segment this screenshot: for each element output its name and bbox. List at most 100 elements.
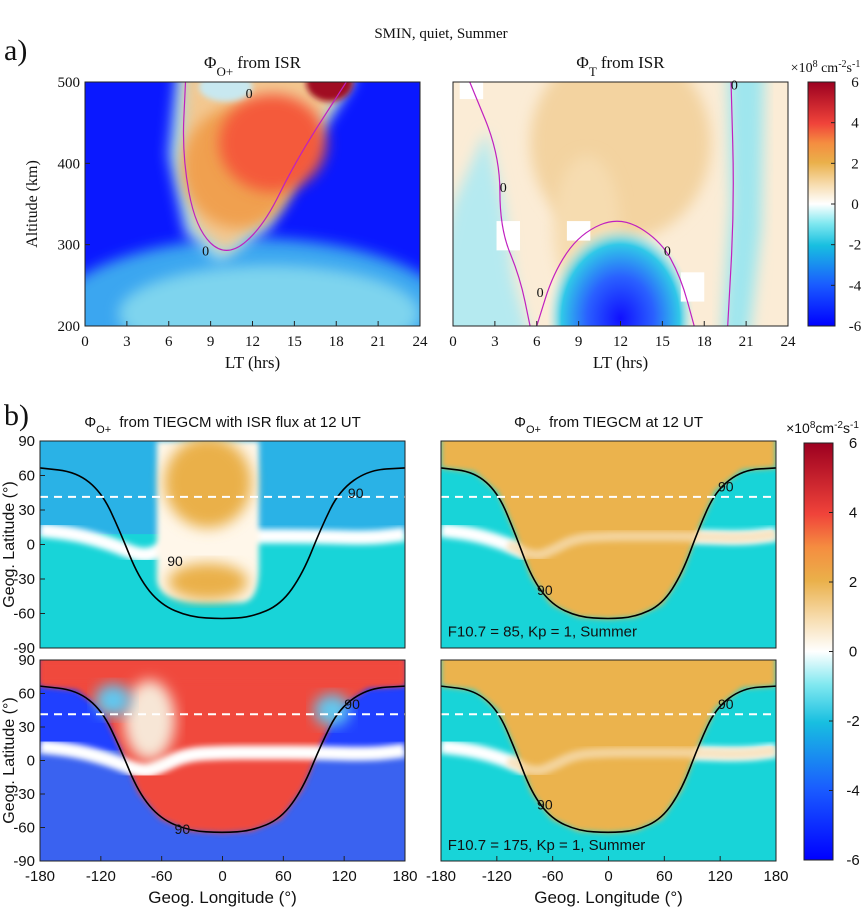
annotation: 0 — [202, 244, 209, 259]
contour — [536, 220, 695, 326]
annotation: 90 — [175, 821, 191, 837]
y-tick-label: 90 — [18, 433, 35, 450]
colorbar — [807, 81, 836, 327]
x-tick-label: 18 — [697, 334, 712, 350]
title-symbol: Φ — [204, 53, 216, 72]
y-tick-label: 0 — [27, 753, 35, 770]
x-tick-label: 12 — [245, 334, 260, 350]
field — [459, 82, 484, 100]
panel: -180 -120 -60 0 60 120 180 -90 -60 -30 0 30 60 90 Geog… — [1, 652, 418, 907]
y-tick-label: 500 — [58, 75, 81, 91]
panel: -180 -120 -60 0 60 120 180 Geog. Longitude (°) 9… — [426, 659, 789, 907]
x-tick-label: 120 — [708, 868, 733, 885]
field — [441, 660, 776, 833]
annotation: 0 — [246, 87, 253, 102]
field — [505, 529, 776, 560]
unit-part: ×10 — [786, 420, 810, 436]
field-layer — [40, 660, 405, 861]
annotation: 90 — [718, 479, 734, 495]
y-tick-label: -90 — [13, 853, 35, 870]
x-tick-label: 15 — [287, 334, 302, 350]
x-tick-label: 120 — [332, 868, 357, 885]
field — [219, 94, 327, 192]
colorbar-tick-label: 4 — [851, 116, 859, 132]
x-tick-label: 12 — [613, 334, 628, 350]
unit-part: -2 — [838, 59, 846, 70]
colorbar-unit: ×108cm-2s-1 — [786, 420, 859, 437]
x-tick-label: 180 — [763, 868, 788, 885]
y-tick-label: -90 — [13, 640, 35, 657]
panel-title: ΦT from ISR — [576, 53, 665, 79]
x-tick-label: 0 — [81, 334, 89, 350]
field — [164, 441, 252, 528]
title-text: from ISR — [237, 53, 301, 72]
colorbar-tick-label: 2 — [851, 156, 859, 172]
x-tick-label: -60 — [151, 868, 173, 885]
y-tick-label: 30 — [18, 719, 35, 736]
field-layer — [441, 441, 776, 648]
x-tick-label: 9 — [575, 334, 583, 350]
colorbar-tick-label: 0 — [851, 197, 859, 213]
colorbar-tick-label: 6 — [851, 75, 859, 91]
title-symbol: Φ — [514, 414, 526, 431]
unit-part: ×10 — [791, 61, 813, 76]
panel: 0 3 6 9 12 15 18 21 24 ΦT from ISR LT (hrs) 0 0 0 0 — [449, 53, 796, 372]
x-tick-label: 21 — [371, 334, 386, 350]
y-axis-label: Geog. Latitude (°) — [1, 481, 18, 607]
contour — [441, 685, 776, 834]
title-symbol: Φ — [576, 53, 588, 72]
y-axis-label: Altitude (km) — [24, 160, 41, 248]
x-tick-label: -180 — [426, 868, 456, 885]
colorbar-tick-label: 6 — [849, 435, 857, 452]
y-tick-label: 0 — [27, 537, 35, 554]
x-tick-label: 3 — [491, 334, 499, 350]
field — [546, 225, 695, 326]
x-tick-label: 9 — [207, 334, 215, 350]
colorbar — [803, 442, 834, 861]
unit-part: -2 — [834, 420, 843, 431]
field — [94, 684, 132, 717]
contour — [441, 467, 776, 620]
unit-part: 8 — [810, 420, 816, 431]
contour — [40, 685, 405, 834]
panel: 0 3 6 9 12 15 18 21 24 200 300 400 500 ΦO+ from ISR LT … — [24, 53, 428, 372]
x-tick-label: 60 — [656, 868, 673, 885]
field — [505, 745, 776, 776]
field — [441, 441, 776, 620]
panel-title: ΦO+ from TIEGCM at 12 UT — [514, 414, 703, 436]
contour — [182, 82, 347, 251]
y-tick-label: -30 — [13, 786, 35, 803]
x-tick-label: -180 — [25, 868, 55, 885]
annotation: F10.7 = 175, Kp = 1, Summer — [448, 837, 646, 854]
colorbar-tick-label: -4 — [849, 278, 862, 294]
title-text: from TIEGCM with ISR flux at 12 UT — [115, 414, 361, 431]
panel: ΦO+ from TIEGCM at 12 UT 90 90 F10.7 = 85, … — [440, 414, 777, 649]
x-tick-label: 60 — [275, 868, 292, 885]
contour — [40, 467, 405, 620]
colorbar-tick-label: 2 — [849, 574, 857, 591]
annotation: 0 — [500, 181, 507, 196]
field-layer — [40, 441, 405, 648]
annotation: 90 — [348, 485, 364, 501]
field-layer — [441, 660, 776, 861]
x-tick-label: 0 — [604, 868, 612, 885]
figure-title: SMIN, quiet, Summer — [374, 26, 507, 42]
title-text: from TIEGCM at 12 UT — [545, 414, 703, 431]
x-tick-label: -60 — [542, 868, 564, 885]
field — [566, 221, 591, 241]
x-tick-label: 21 — [739, 334, 754, 350]
y-tick-label: 400 — [58, 156, 81, 172]
annotation: 0 — [664, 244, 671, 259]
colorbar-tick-label: -6 — [846, 852, 859, 869]
title-symbol: Φ — [84, 414, 96, 431]
annotation: 90 — [344, 696, 360, 712]
field-layer — [85, 82, 420, 326]
x-tick-label: 0 — [218, 868, 226, 885]
unit-part: -1 — [850, 420, 859, 431]
y-axis-label: Geog. Latitude (°) — [1, 697, 18, 823]
y-tick-label: -30 — [13, 571, 35, 588]
x-tick-label: -120 — [482, 868, 512, 885]
annotation: 90 — [167, 553, 183, 569]
